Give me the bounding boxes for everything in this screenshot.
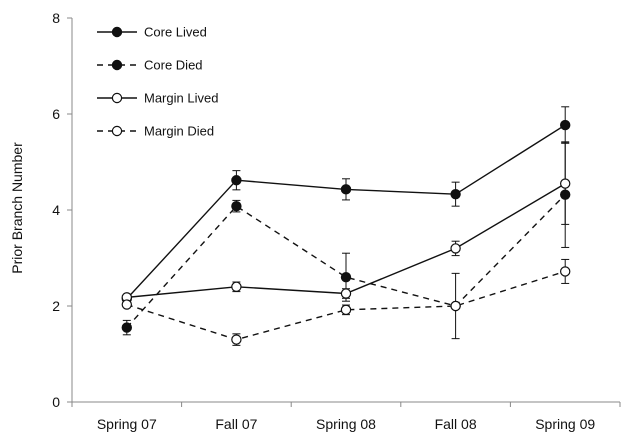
data-point bbox=[231, 281, 242, 292]
legend-marker bbox=[111, 92, 123, 104]
legend: Core Lived Core Died Margin Lived Margin Di… bbox=[97, 25, 218, 139]
y-tick-label: 6 bbox=[52, 106, 60, 122]
data-point bbox=[450, 188, 461, 200]
data-point bbox=[231, 200, 242, 212]
legend-label: Core Died bbox=[144, 58, 203, 73]
data-point bbox=[231, 175, 242, 186]
data-point bbox=[340, 288, 352, 299]
legend-item-core-died: Core Died bbox=[97, 58, 203, 73]
data-point bbox=[560, 119, 571, 131]
data-point bbox=[450, 243, 461, 254]
axes: 0 2 4 6 8 Spring 07 Fall 07 Spring 08 Fall 08 Spr… bbox=[52, 10, 621, 432]
series-margin-lived bbox=[121, 142, 571, 303]
y-tick-label: 4 bbox=[52, 202, 60, 218]
legend-item-margin-died: Margin Died bbox=[97, 124, 214, 139]
legend-label: Margin Died bbox=[144, 124, 214, 139]
x-tick-label: Fall 07 bbox=[215, 416, 257, 432]
legend-marker bbox=[111, 59, 123, 71]
data-point bbox=[340, 304, 352, 316]
legend-item-margin-lived: Margin Lived bbox=[97, 91, 218, 106]
data-point bbox=[121, 322, 133, 333]
legend-label: Core Lived bbox=[144, 25, 207, 40]
legend-marker bbox=[111, 26, 123, 38]
x-tick-label: Spring 07 bbox=[97, 416, 157, 432]
data-point bbox=[560, 178, 571, 189]
y-axis-title: Prior Branch Number bbox=[9, 142, 25, 274]
y-tick-label: 0 bbox=[52, 394, 60, 410]
x-tick-label: Spring 08 bbox=[316, 416, 376, 432]
series-line-margin-died bbox=[126, 270, 566, 341]
legend-marker bbox=[111, 125, 123, 137]
data-point bbox=[340, 184, 352, 195]
series-layer bbox=[121, 106, 571, 346]
data-point bbox=[450, 300, 461, 312]
legend-item-core-lived: Core Lived bbox=[97, 25, 207, 40]
data-point bbox=[231, 334, 242, 345]
y-tick-label: 2 bbox=[52, 298, 60, 314]
data-point bbox=[340, 272, 352, 283]
data-point bbox=[121, 299, 133, 310]
y-tick-label: 8 bbox=[52, 10, 60, 26]
data-point bbox=[560, 266, 571, 277]
series-margin-died bbox=[121, 258, 571, 346]
x-tick-label: Spring 09 bbox=[535, 416, 595, 432]
x-tick-label: Fall 08 bbox=[435, 416, 477, 432]
legend-label: Margin Lived bbox=[144, 91, 218, 106]
